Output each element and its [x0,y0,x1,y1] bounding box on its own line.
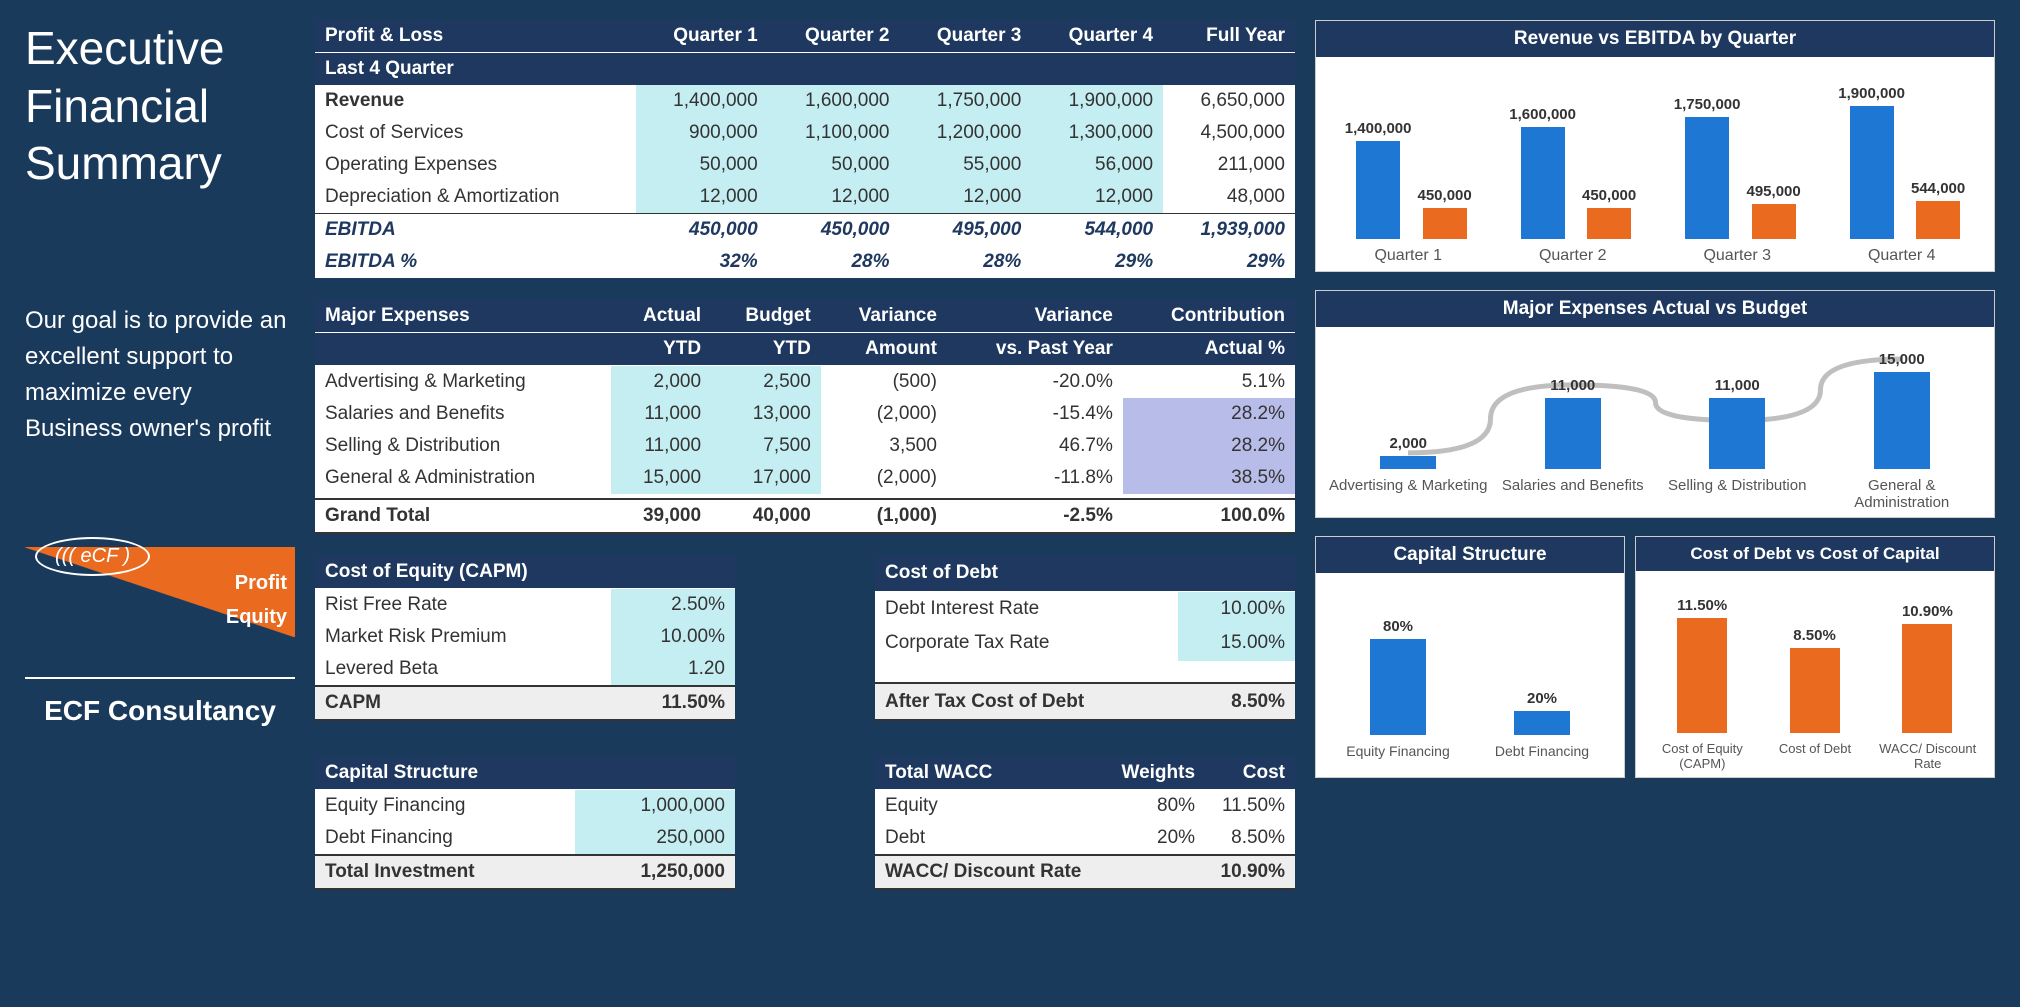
debt-total-val: 8.50% [1178,683,1295,720]
table-row: Equity Financing1,000,000 [315,790,735,823]
table-row: Debt20%8.50% [875,822,1295,855]
wacc-total-val: 10.90% [1205,855,1295,889]
chart-bar [1677,618,1727,733]
table-row: Cost of Services900,0001,100,0001,200,00… [315,117,1295,149]
wacc-table: Total WACCWeightsCost Equity80%11.50%Deb… [875,757,1295,890]
company-name: ECF Consultancy [25,677,295,743]
bar-group: 2,000 [1380,435,1436,469]
chart-revenue-ebitda: Revenue vs EBITDA by Quarter 1,400,00045… [1315,20,1995,272]
chart-bar [1521,127,1565,239]
chart-bar [1514,711,1570,735]
capstruct-total-val: 1,250,000 [575,855,735,889]
logo: ((( eCF ) Profit Equity [25,507,295,677]
debt-title: Cost of Debt [875,556,1295,591]
middle-column: Profit & LossQuarter 1Quarter 2Quarter 3… [315,20,1295,890]
table-row: General & Administration15,00017,000(2,0… [315,462,1295,494]
chart-bar [1356,141,1400,239]
chart-bar [1709,398,1765,469]
table-row: Rist Free Rate2.50% [315,589,735,622]
pnl-col: Quarter 2 [768,20,900,53]
chart-bar [1916,201,1960,239]
table-row: Debt Financing250,000 [315,822,735,855]
chart-expenses: Major Expenses Actual vs Budget 2,000 11,… [1315,290,1995,518]
capm-total-label: CAPM [315,686,611,720]
wacc-total-label: WACC/ Discount Rate [875,855,1105,889]
page-title: Executive Financial Summary [25,20,295,193]
expenses-table: Major ExpensesActualBudgetVarianceVarian… [315,300,1295,534]
table-row: Debt Interest Rate10.00% [875,591,1295,626]
table-row: Depreciation & Amortization12,00012,0001… [315,181,1295,214]
bar-group: 1,400,000450,000 [1345,120,1472,239]
pnl-col: Profit & Loss [315,20,636,53]
chart-bar [1752,204,1796,239]
bar-group: 11,000 [1545,377,1601,469]
capm-title: Cost of Equity (CAPM) [315,556,735,589]
bar-group: 1,900,000544,000 [1838,85,1965,239]
chart-bar [1874,372,1930,469]
pnl-col: Full Year [1163,20,1295,53]
table-row: Levered Beta1.20 [315,653,735,686]
chart4-title: Cost of Debt vs Cost of Capital [1636,537,1994,571]
chart-bar [1370,639,1426,735]
bar-group: 11.50% [1677,597,1727,733]
capm-table: Cost of Equity (CAPM) Rist Free Rate2.50… [315,556,735,721]
pnl-col: Quarter 3 [900,20,1032,53]
bar-group: 80% [1370,618,1426,735]
chart-bar [1902,624,1952,733]
chart-cost-capital: Cost of Debt vs Cost of Capital 11.50% 8.… [1635,536,1995,778]
capstruct-title: Capital Structure [315,757,735,790]
right-column: Revenue vs EBITDA by Quarter 1,400,00045… [1315,20,1995,890]
table-row: Salaries and Benefits11,00013,000(2,000)… [315,398,1295,430]
chart-bar [1545,398,1601,469]
chart-capital-structure: Capital Structure 80%20% Equity Financin… [1315,536,1625,778]
ecf-badge: ((( eCF ) [35,537,150,576]
table-row: Market Risk Premium10.00% [315,621,735,653]
debt-total-label: After Tax Cost of Debt [875,683,1178,720]
bar-group: 1,750,000495,000 [1674,96,1801,240]
bar-group: 1,600,000450,000 [1509,106,1636,239]
bar-group: 15,000 [1874,351,1930,469]
pnl-col: Quarter 1 [636,20,768,53]
table-row: Corporate Tax Rate15.00% [875,626,1295,661]
table-row: Operating Expenses50,00050,00055,00056,0… [315,149,1295,181]
chart1-title: Revenue vs EBITDA by Quarter [1316,21,1994,57]
capm-total-val: 11.50% [611,686,735,720]
chart-bar [1790,648,1840,733]
pnl-section: Last 4 Quarter [315,53,1295,86]
pnl-table: Profit & LossQuarter 1Quarter 2Quarter 3… [315,20,1295,278]
debt-table: Cost of Debt Debt Interest Rate10.00%Cor… [875,556,1295,721]
chart-bar [1587,208,1631,240]
chart-bar [1380,456,1436,469]
table-row: Equity80%11.50% [875,790,1295,823]
bar-group: 8.50% [1790,627,1840,733]
capstruct-table: Capital Structure Equity Financing1,000,… [315,757,735,890]
chart2-title: Major Expenses Actual vs Budget [1316,291,1994,327]
table-row: Advertising & Marketing2,0002,500(500)-2… [315,366,1295,399]
label-equity: Equity [226,606,287,629]
chart3-title: Capital Structure [1316,537,1624,573]
table-row: Selling & Distribution11,0007,5003,50046… [315,430,1295,462]
capstruct-total-label: Total Investment [315,855,575,889]
bar-group: 11,000 [1709,377,1765,469]
label-profit: Profit [235,572,287,595]
chart-bar [1850,106,1894,239]
table-row: Revenue1,400,0001,600,0001,750,0001,900,… [315,85,1295,117]
pnl-col: Quarter 4 [1031,20,1163,53]
chart-bar [1685,117,1729,240]
tagline: Our goal is to provide an excellent supp… [25,303,295,447]
chart-bar [1423,208,1467,240]
bar-group: 20% [1514,690,1570,735]
bar-group: 10.90% [1902,603,1953,733]
sidebar: Executive Financial Summary Our goal is … [25,20,295,890]
